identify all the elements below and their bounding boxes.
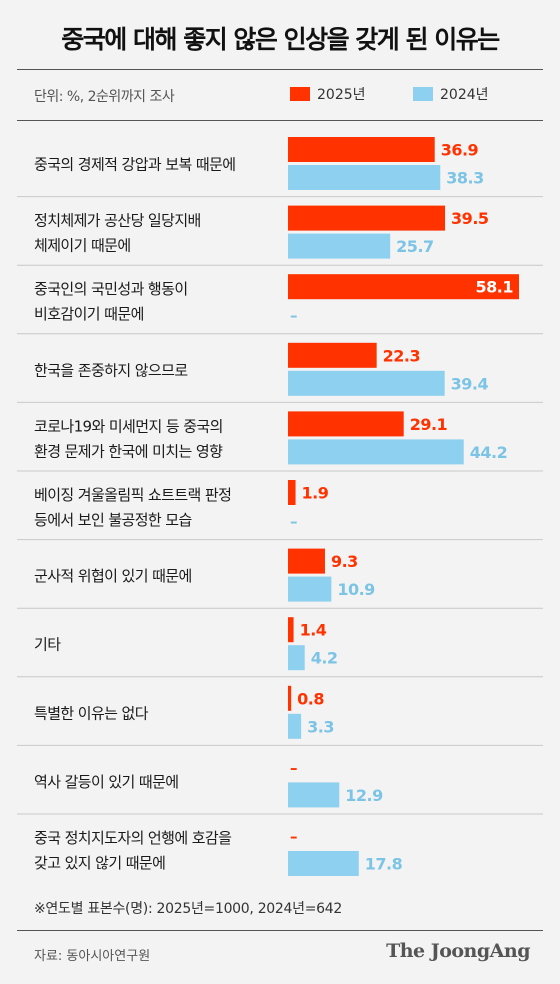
bar-2024 [288,782,340,808]
category-label: 중국 정치지도자의 언행에 호감을 [34,829,231,847]
legend-swatch-2024 [413,87,433,101]
missing-value-label-2025: – [290,759,298,777]
value-label-2025: 29.1 [410,415,448,434]
source-note: 자료: 동아시아연구원 [34,949,151,964]
bar-2025 [288,137,435,162]
bar-2025 [288,685,292,711]
category-label: 등에서 보인 불공정한 모습 [34,511,192,529]
value-label-2024: 12.9 [345,786,383,805]
missing-value-label-2024: – [290,307,298,325]
value-label-2025: 58.1 [476,278,514,297]
sample-size-note: ※연도별 표본수(명): 2025년=1000, 2024년=642 [34,901,342,917]
bar-2025 [288,274,519,300]
bar-2024 [288,165,441,190]
value-label-2025: 9.3 [331,552,358,571]
value-label-2025: 1.9 [302,484,329,503]
bar-2025 [288,480,296,505]
category-label: 비호감이기 때문에 [34,305,144,323]
bar-2024 [288,439,464,465]
bar-2024 [288,645,305,671]
value-label-2024: 39.4 [451,374,489,393]
bar-2024 [288,233,391,259]
category-label: 중국의 경제적 강압과 보복 때문에 [34,156,235,174]
value-label-2025: 36.9 [441,141,479,160]
bar-2025 [288,411,404,437]
category-label: 군사적 위협이 있기 때문에 [34,567,192,585]
bar-2025 [288,548,325,574]
category-label: 환경 문제가 한국에 미치는 영향 [34,442,223,460]
legend-label-2024: 2024년 [440,87,489,103]
value-label-2025: 39.5 [451,209,489,228]
bar-2025 [288,205,446,231]
category-label: 베이징 겨울올림픽 쇼트트랙 판정 [34,486,231,504]
bar-2025 [288,617,294,643]
value-label-2025: 1.4 [300,621,327,640]
footer-divider [17,930,543,931]
value-label-2024: 10.9 [337,580,375,599]
unit-note: 단위: %, 2순위까지 조사 [34,89,175,105]
value-label-2024: 4.2 [311,649,338,668]
category-label: 갖고 있지 않기 때문에 [34,854,165,872]
value-label-2024: 44.2 [470,443,507,462]
legend-label-2025: 2025년 [317,87,366,103]
value-label-2024: 25.7 [396,237,433,256]
publisher-logo: The JoongAng [386,940,530,962]
value-label-2025: 22.3 [383,346,420,365]
bar-2024 [288,370,445,396]
chart-title: 중국에 대해 좋지 않은 인상을 갖게 된 이유는 [61,25,500,54]
value-label-2024: 3.3 [307,717,334,736]
category-label: 중국인의 국민성과 행동이 [34,280,188,298]
legend-item-2024: 2024년 [413,84,489,104]
missing-value-label-2024: – [290,513,298,531]
category-label: 역사 갈등이 있기 때문에 [34,773,179,791]
category-label: 한국을 존중하지 않으므로 [34,361,188,379]
value-label-2024: 17.8 [365,855,403,874]
missing-value-label-2025: – [290,828,298,846]
category-label: 기타 [34,636,61,654]
value-label-2025: 0.8 [297,689,324,708]
bar-2024 [288,713,302,739]
title-divider [17,69,543,70]
header-divider [17,120,543,121]
category-label: 정치체제가 공산당 일당지배 [34,212,201,230]
bar-2024 [288,851,359,876]
legend-swatch-2025 [290,87,310,101]
category-label: 체제이기 때문에 [34,237,131,255]
value-label-2024: 38.3 [446,169,483,188]
legend-item-2025: 2025년 [290,84,366,104]
bar-2025 [288,342,377,368]
category-label: 코로나19와 미세먼지 등 중국의 [34,417,223,435]
bar-2024 [288,576,332,602]
category-label: 특별한 이유는 없다 [34,704,149,722]
